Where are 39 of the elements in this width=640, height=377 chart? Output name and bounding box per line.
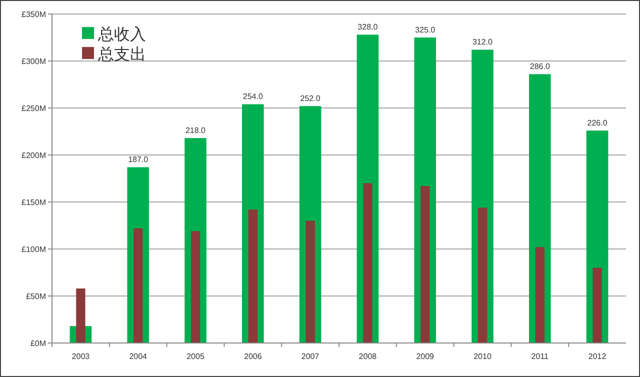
- y-tick-label: £200M: [22, 150, 46, 160]
- x-tick-label: 2009: [416, 352, 435, 361]
- x-tick-label: 2003: [72, 352, 90, 361]
- data-label: 252.0: [300, 94, 321, 104]
- y-tick-label: £100M: [22, 244, 46, 254]
- data-label: 187.0: [128, 155, 149, 164]
- data-label: 218.0: [185, 126, 206, 136]
- data-label: 226.0: [587, 118, 608, 128]
- bar: [420, 186, 430, 343]
- x-tick-label: 2008: [358, 352, 378, 361]
- bar: [190, 231, 200, 343]
- data-label: 286.0: [530, 62, 550, 72]
- x-tick-label: 2006: [244, 352, 262, 361]
- data-label: 328.0: [358, 22, 378, 32]
- bar: [248, 210, 258, 343]
- x-tick-label: 2007: [301, 352, 320, 361]
- data-label: 312.0: [472, 38, 494, 47]
- x-tick-label: 2010: [474, 352, 492, 361]
- bar: [478, 208, 488, 343]
- legend-label: 总收入: [97, 24, 146, 44]
- x-tick-label: 2005: [186, 352, 205, 361]
- bar: [134, 228, 143, 343]
- x-tick-label: 2011: [531, 352, 550, 361]
- y-tick-label: £0M: [30, 338, 46, 348]
- bar: [592, 268, 602, 343]
- bar: [76, 288, 86, 343]
- bar: [535, 247, 544, 343]
- y-tick-label: £50M: [26, 292, 46, 301]
- y-tick-label: £250M: [22, 104, 46, 113]
- y-tick-label: £300M: [22, 56, 46, 66]
- legend-label: 总支出: [97, 44, 146, 64]
- y-tick-label: £150M: [22, 198, 46, 207]
- x-tick-label: 2012: [588, 352, 607, 361]
- bar: [363, 183, 372, 343]
- data-label: 325.0: [415, 26, 436, 34]
- x-tick-label: 2004: [129, 352, 148, 361]
- bar: [306, 220, 315, 343]
- data-label: 254.0: [242, 92, 264, 102]
- y-tick-label: £350M: [22, 10, 46, 19]
